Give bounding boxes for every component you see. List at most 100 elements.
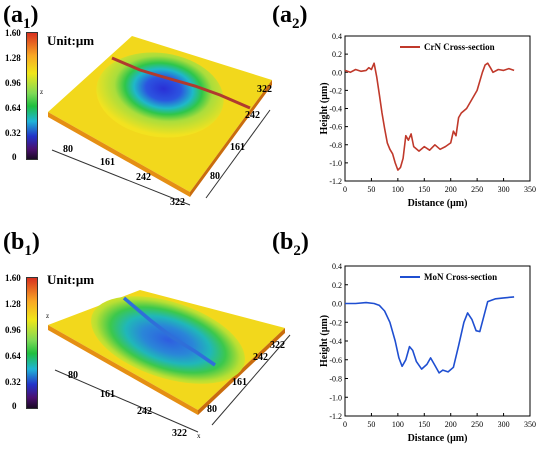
y-tick-label: -0.8 xyxy=(329,375,342,384)
y-tick-label: 0.2 xyxy=(332,50,342,59)
colorbar-tick: 1.60 xyxy=(5,273,21,283)
legend-label: CrN Cross-section xyxy=(424,42,495,52)
cross-section-line xyxy=(122,296,216,367)
axis-line xyxy=(211,334,291,426)
panel-label-letter: (b xyxy=(3,229,25,255)
tick-label: 161 xyxy=(230,142,245,153)
x-tick-label: 100 xyxy=(392,185,404,194)
y-axis-label: Height (μm) xyxy=(319,82,330,134)
colorbar-tick: 0.96 xyxy=(5,325,21,335)
y-tick-label: -1.2 xyxy=(329,412,342,421)
surface-side xyxy=(48,112,190,197)
colorbar-tick: 0.64 xyxy=(5,103,21,113)
colorbar-tick: 0.32 xyxy=(5,377,21,387)
series-line xyxy=(344,62,515,171)
colorbar-tick: 0 xyxy=(12,152,17,162)
tick-label: 80 xyxy=(63,144,73,155)
mon-cross-section-chart: 0 50 100 150 200 250 300 350 0.4 0.2 0.0 -0.2 -0.4 -0… xyxy=(319,262,536,444)
x-axis-label: Distance (μm) xyxy=(408,433,468,444)
crater-region xyxy=(91,296,245,384)
y-tick-label: -1.0 xyxy=(329,393,342,402)
colorbar-tick: 1.28 xyxy=(5,53,21,63)
axis-ticks-front: 80 161 242 322 xyxy=(63,144,185,208)
y-tick-label: -0.2 xyxy=(329,318,342,327)
tick-label: 242 xyxy=(137,406,152,417)
y-tick-label: -0.6 xyxy=(329,356,342,365)
cross-section-line xyxy=(111,56,251,110)
y-tick-label: -0.6 xyxy=(329,123,342,132)
z-axis-label: z xyxy=(46,312,49,320)
x-tick-label: 200 xyxy=(445,185,457,194)
panel-label-b2: (b2) xyxy=(272,230,309,259)
tick-label: 80 xyxy=(210,171,220,182)
tick-label: 242 xyxy=(245,110,260,121)
x-tick-label: 150 xyxy=(418,420,430,429)
tick-label: 242 xyxy=(136,172,151,183)
y-tick-label: -0.8 xyxy=(329,141,342,150)
y-tick-label: 0.4 xyxy=(332,262,342,271)
axis-line xyxy=(51,149,191,206)
surface-map-a1: 80 161 242 322 80 161 242 322 z xyxy=(40,36,272,208)
legend-label: MoN Cross-section xyxy=(424,272,497,282)
panel-label-close: ) xyxy=(300,229,309,255)
unit-label-a1: Unit:μm xyxy=(47,33,95,48)
tick-label: 322 xyxy=(170,197,185,208)
colorbar-tick: 0.96 xyxy=(5,78,21,88)
z-axis-label: z xyxy=(40,88,43,96)
x-tick-label: 300 xyxy=(498,420,510,429)
plot-frame xyxy=(344,35,531,182)
crater-region xyxy=(96,52,224,138)
tick-label: 242 xyxy=(253,352,268,363)
panel-label-a2: (a2) xyxy=(272,3,308,32)
x-tick-label: 350 xyxy=(524,185,536,194)
panel-label-b1: (b1) xyxy=(3,230,40,259)
colorbar-a1 xyxy=(26,32,38,160)
tick-label: 161 xyxy=(100,389,115,400)
y-tick-label: -0.2 xyxy=(329,86,342,95)
panel-label-sub: 1 xyxy=(24,242,32,259)
y-tick-label: -0.4 xyxy=(329,337,342,346)
x-tick-label: 250 xyxy=(471,185,483,194)
x-tick-label: 50 xyxy=(367,185,375,194)
x-tick-label: 100 xyxy=(392,420,404,429)
panel-label-sub: 2 xyxy=(293,242,301,259)
surface-side xyxy=(48,325,198,415)
colorbar-tick: 0.64 xyxy=(5,351,21,361)
series-line xyxy=(345,296,515,374)
panel-label-close: ) xyxy=(30,2,39,28)
panel-label-letter: (a xyxy=(3,2,23,28)
colorbar-tick: 1.60 xyxy=(5,28,21,38)
x-tick-label: 300 xyxy=(498,185,510,194)
panel-label-sub: 2 xyxy=(292,15,300,32)
tick-label: 322 xyxy=(257,84,272,95)
colorbar-tick: 1.28 xyxy=(5,299,21,309)
surface-side xyxy=(190,80,272,197)
x-tick-label: 0 xyxy=(343,420,347,429)
x-tick-label: 250 xyxy=(471,420,483,429)
x-tick-label: 150 xyxy=(418,185,430,194)
axis-ticks-right: 80 161 242 322 xyxy=(210,84,272,182)
plot-frame xyxy=(344,265,531,417)
y-tick-label: 0.2 xyxy=(332,281,342,290)
panel-label-sub: 1 xyxy=(23,15,31,32)
x-tick-label: 200 xyxy=(445,420,457,429)
x-axis-label: Distance (μm) xyxy=(408,198,468,209)
surface-side xyxy=(198,328,285,415)
panel-label-letter: (a xyxy=(272,2,292,28)
y-tick-label: 0.0 xyxy=(332,68,342,77)
y-tick-label: -0.4 xyxy=(329,105,342,114)
colorbar-tick: 0.32 xyxy=(5,128,21,138)
panel-label-letter: (b xyxy=(272,229,294,255)
tick-label: 322 xyxy=(270,340,285,351)
x-tick-label: 350 xyxy=(524,420,536,429)
x-axis-label: x xyxy=(197,432,201,440)
crn-cross-section-chart: 0 50 100 150 200 250 300 350 0.4 0.2 0.0 -0.2 -0.4 -0… xyxy=(319,32,536,209)
panel-label-close: ) xyxy=(31,229,40,255)
y-tick-label: 0.4 xyxy=(332,32,342,41)
y-axis-label: Height (μm) xyxy=(319,315,330,367)
x-tick-label: 50 xyxy=(367,420,375,429)
panel-label-close: ) xyxy=(299,2,308,28)
tick-label: 322 xyxy=(172,428,187,439)
tick-label: 161 xyxy=(100,157,115,168)
tick-label: 80 xyxy=(207,404,217,415)
